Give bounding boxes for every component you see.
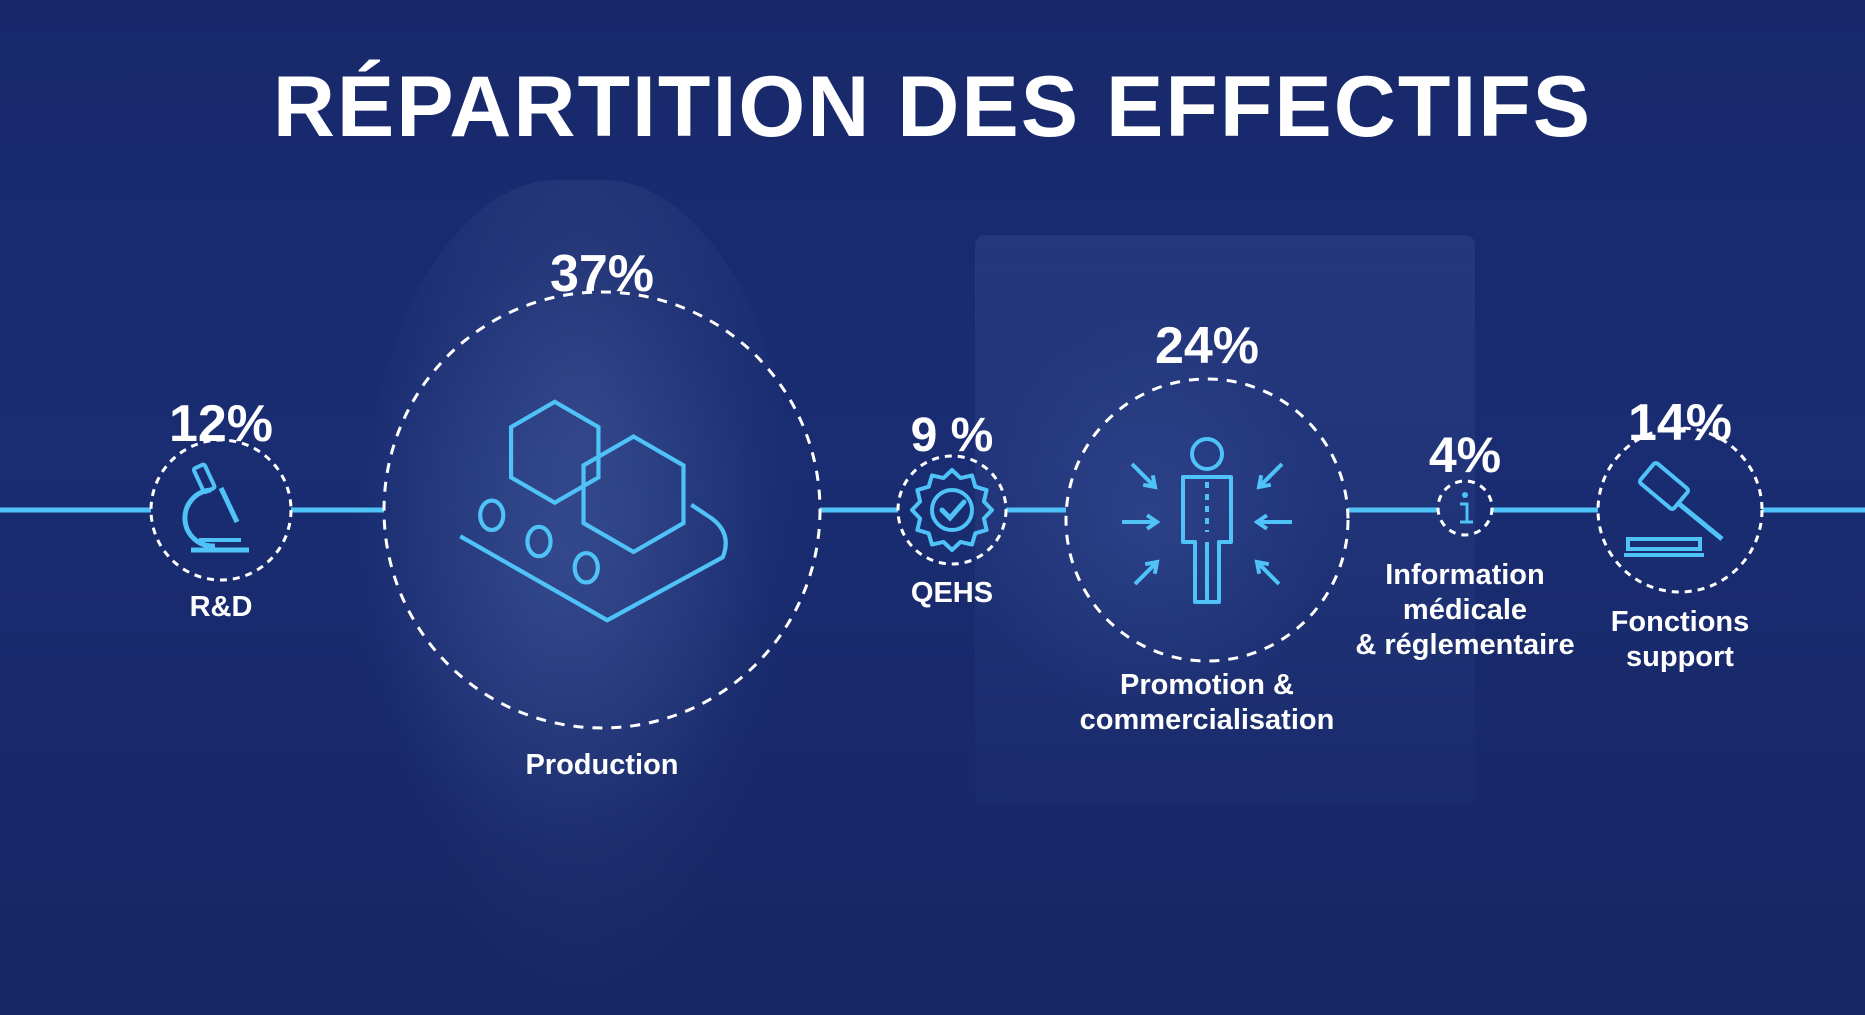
- category-label-line: commercialisation: [1079, 703, 1335, 736]
- category-label-information-m-dicale-r-glementaire: Information médicale & réglementaire: [1305, 558, 1625, 662]
- value-label-promotion-commercialisation: 24%: [1154, 317, 1260, 375]
- bubble-fonctions-support: [1596, 426, 1764, 594]
- bubble-information-m-dicale-r-glementaire: [1436, 479, 1494, 537]
- category-label-line: & réglementaire: [1355, 628, 1575, 661]
- category-label-line: QEHS: [910, 577, 994, 609]
- gavel-icon: [1624, 461, 1724, 557]
- category-label-fonctions-support: Fonctions support: [1520, 605, 1840, 675]
- bubble-production: [382, 290, 822, 730]
- category-label-line: médicale: [1402, 593, 1528, 626]
- microscope-icon: [182, 462, 249, 553]
- bubble-r-d: [149, 438, 293, 582]
- page-title: RÉPARTITION DES EFFECTIFS: [272, 59, 1593, 155]
- bubble-promotion-commercialisation: [1064, 377, 1350, 663]
- category-label-line: R&D: [189, 591, 253, 623]
- value-label-r-d: 12%: [168, 395, 274, 453]
- info-icon: [1460, 492, 1473, 524]
- category-label-line: Fonctions: [1610, 606, 1750, 638]
- value-label-production: 37%: [549, 245, 655, 303]
- category-label-line: support: [1626, 640, 1734, 673]
- category-label-line: Production: [525, 749, 679, 781]
- bubble-qehs: [896, 454, 1008, 566]
- category-label-qehs: QEHS: [792, 576, 1112, 611]
- background-screen: [975, 235, 1475, 805]
- value-label-qehs: 9 %: [910, 409, 994, 462]
- category-label-r-d: R&D: [61, 590, 381, 625]
- value-label-fonctions-support: 14%: [1627, 394, 1733, 452]
- quality-badge-icon: [910, 468, 994, 552]
- background-person: [360, 180, 800, 1015]
- category-label-line: Information: [1385, 559, 1545, 591]
- category-label-promotion-commercialisation: Promotion & commercialisation: [1047, 668, 1367, 738]
- category-label-production: Production: [442, 748, 762, 783]
- person-focus-icon: [1122, 437, 1292, 604]
- value-label-information-m-dicale-r-glementaire: 4%: [1428, 427, 1502, 483]
- conveyor-icon: [459, 399, 728, 623]
- category-label-line: Promotion &: [1120, 669, 1294, 701]
